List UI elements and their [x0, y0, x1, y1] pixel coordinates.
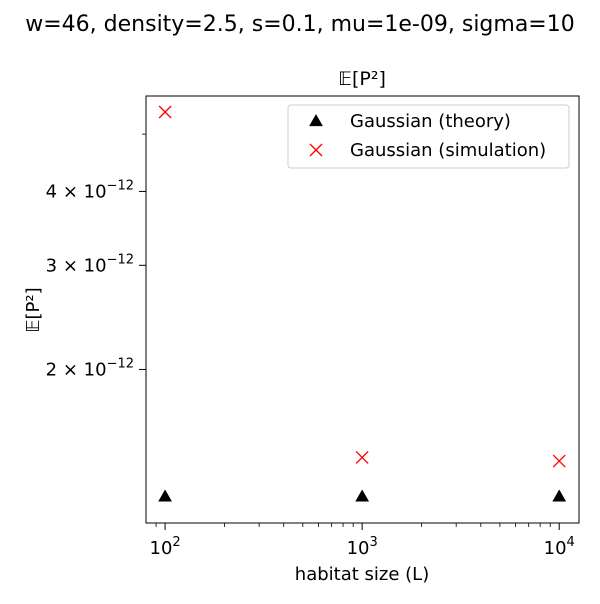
legend-theory-marker [309, 113, 323, 127]
y-tick-label: 4 × 10−12 [46, 178, 134, 202]
marker-stroke [552, 454, 566, 468]
y-axis-label: 𝔼[P²] [23, 287, 44, 332]
y-tick-label: 3 × 10−12 [46, 252, 134, 276]
theory-point [158, 489, 173, 502]
legend: Gaussian (theory) Gaussian (simulation) [287, 104, 570, 169]
x-tick-label: 102 [150, 535, 181, 559]
x-tick-label: 104 [544, 535, 575, 559]
theory-point [355, 489, 370, 502]
legend-label: Gaussian (theory) [350, 111, 511, 132]
legend-simulation-marker [309, 143, 323, 157]
data-marks [158, 105, 567, 502]
marker-stroke [309, 143, 323, 157]
simulation-point [355, 450, 369, 464]
x-axis-ticks: 102 103 104 [150, 523, 575, 559]
simulation-point [158, 105, 172, 119]
y-axis-ticks: 2 × 10−12 3 × 10−12 4 × 10−12 [46, 133, 146, 380]
x-axis-label: habitat size (L) [295, 564, 429, 585]
figure-suptitle: w=46, density=2.5, s=0.1, mu=1e-09, sigm… [25, 12, 574, 37]
marker-stroke [158, 105, 172, 119]
chart-title: 𝔼[P²] [338, 68, 386, 90]
legend-entry: Gaussian (simulation) [309, 140, 546, 161]
legend-label: Gaussian (simulation) [350, 140, 546, 161]
marker-stroke [355, 450, 369, 464]
legend-box [287, 104, 570, 169]
x-tick-label: 103 [347, 535, 378, 559]
theory-point [552, 489, 567, 502]
simulation-point [552, 454, 566, 468]
legend-entry: Gaussian (theory) [309, 111, 511, 132]
y-tick-label: 2 × 10−12 [46, 356, 134, 380]
